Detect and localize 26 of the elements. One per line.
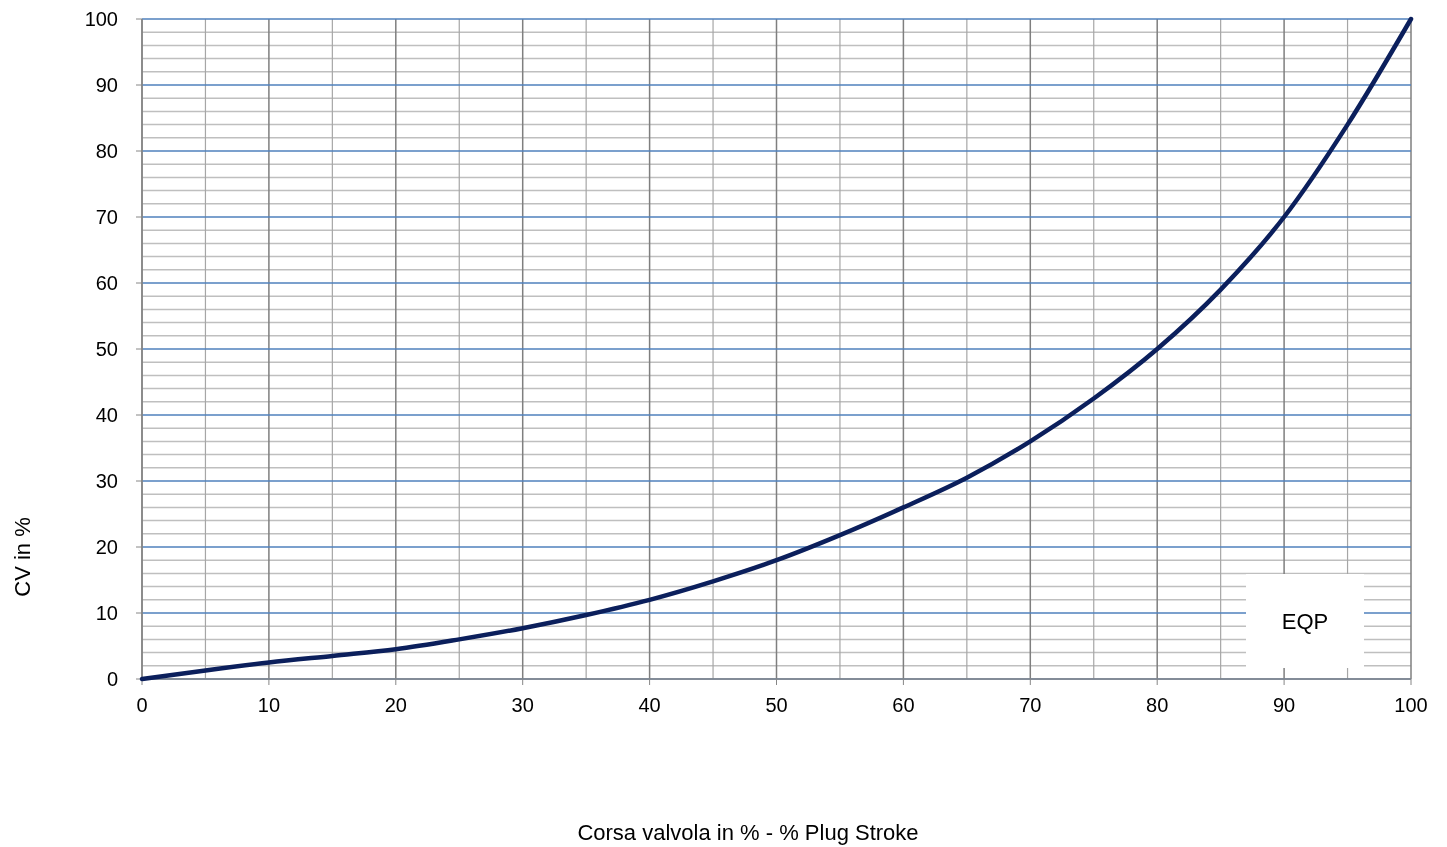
x-tick-label: 90 bbox=[1272, 694, 1296, 716]
x-tick-label: 60 bbox=[892, 694, 915, 716]
x-tick-label: 70 bbox=[1019, 694, 1042, 716]
y-tick-label: 10 bbox=[95, 602, 118, 624]
y-tick-label: 70 bbox=[95, 206, 118, 228]
y-tick-label: 100 bbox=[84, 8, 118, 30]
y-axis-title: CV in % bbox=[10, 517, 35, 597]
line-series bbox=[139, 16, 1414, 682]
y-tick-label: 40 bbox=[95, 404, 118, 426]
x-tick-label: 0 bbox=[136, 694, 148, 716]
y-tick-label: 80 bbox=[95, 140, 118, 162]
text: EQP bbox=[1281, 609, 1329, 634]
y-tick-label: 30 bbox=[95, 470, 118, 492]
y-tick-label: 20 bbox=[95, 536, 118, 558]
x-tick-label: 30 bbox=[511, 694, 534, 716]
x-tick-label: 50 bbox=[765, 694, 788, 716]
y-tick-label: 50 bbox=[95, 338, 118, 360]
y-tick-label: 0 bbox=[106, 668, 118, 690]
x-axis-title: Corsa valvola in % - % Plug Stroke bbox=[577, 820, 919, 845]
x-tick-label: 20 bbox=[384, 694, 407, 716]
y-tick-label: 60 bbox=[95, 272, 118, 294]
x-tick-label: 100 bbox=[1394, 694, 1428, 716]
x-tick-label: 10 bbox=[257, 694, 281, 716]
x-tick-label: 80 bbox=[1146, 694, 1169, 716]
y-tick-label: 90 bbox=[95, 74, 118, 96]
x-tick-label: 40 bbox=[638, 694, 661, 716]
